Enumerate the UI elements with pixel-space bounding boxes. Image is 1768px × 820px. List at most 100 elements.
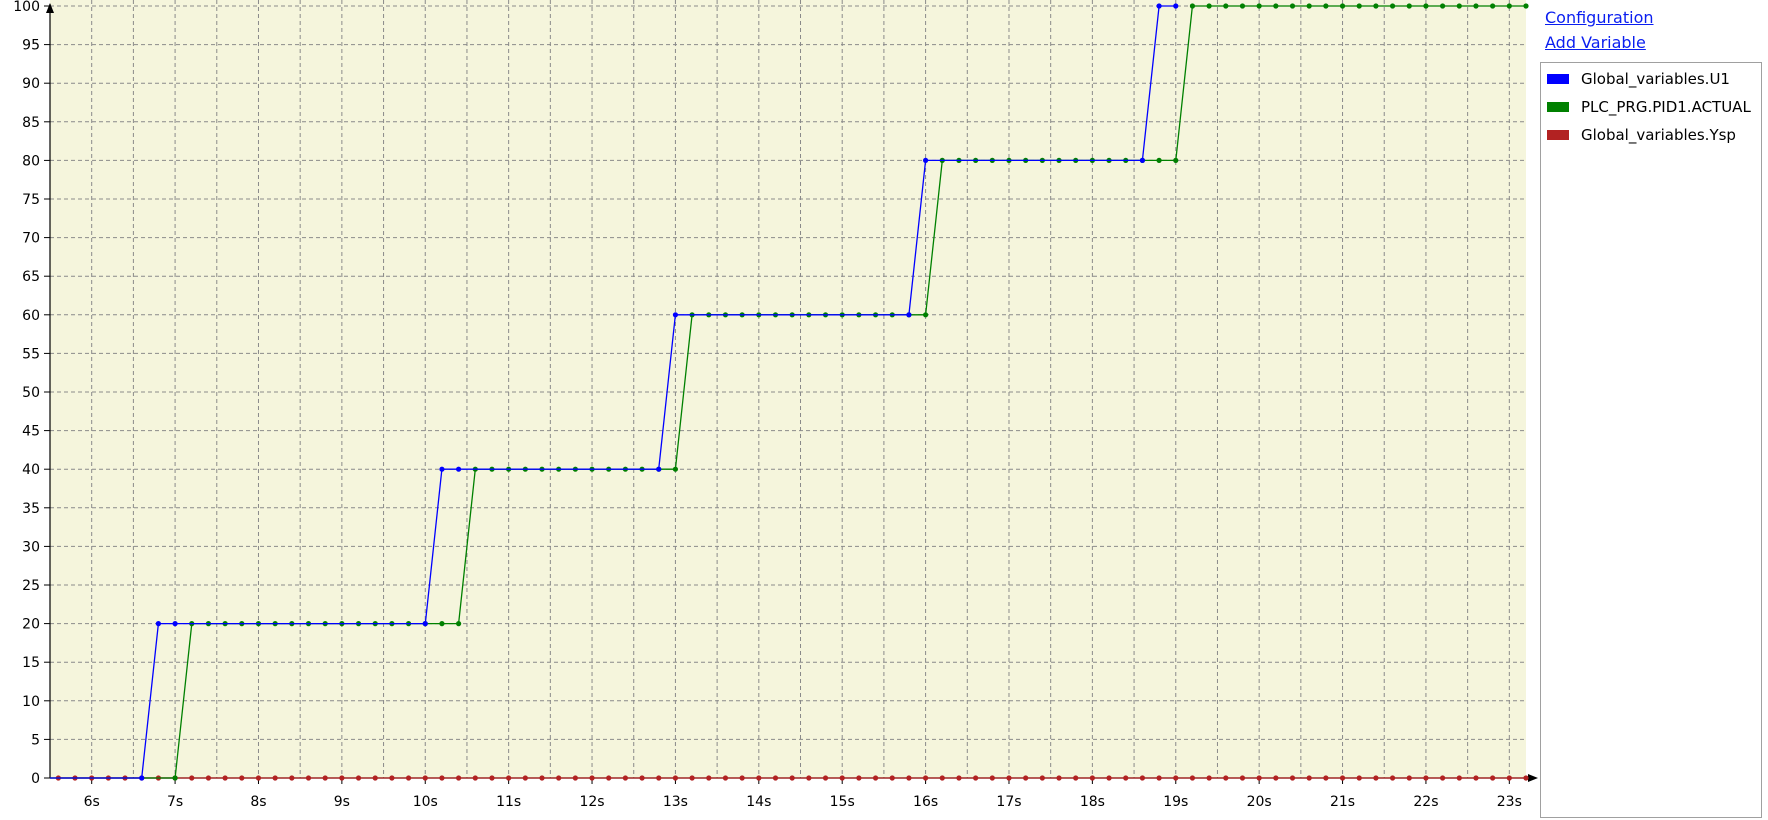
series-point-2 [489,775,495,781]
legend: Global_variables.U1 PLC_PRG.PID1.ACTUAL … [1540,62,1762,818]
series-point-2 [1206,775,1212,781]
legend-swatch-ysp [1547,130,1569,140]
series-point-1 [1206,3,1212,9]
series-point-2 [1373,775,1379,781]
series-point-2 [639,775,645,781]
y-tick-label: 45 [22,424,40,440]
series-point-0 [1139,157,1146,163]
series-point-2 [1423,775,1429,781]
x-tick-label: 18s [1080,794,1105,810]
series-point-2 [989,775,995,781]
series-point-2 [822,775,829,781]
series-point-2 [1339,775,1346,781]
x-tick-label: 11s [496,794,521,810]
series-point-2 [255,775,262,781]
series-point-2 [522,775,528,781]
x-tick-label: 14s [746,794,771,810]
series-point-2 [1523,775,1529,781]
series-point-2 [622,775,628,781]
y-tick-label: 5 [31,732,40,748]
series-point-2 [1490,775,1496,781]
y-tick-label: 50 [22,385,40,401]
series-point-2 [1506,775,1512,781]
series-point-2 [589,775,595,781]
x-tick-label: 22s [1413,794,1438,810]
legend-label: Global_variables.U1 [1581,70,1730,88]
series-point-1 [1189,3,1196,9]
add-variable-link[interactable]: Add Variable [1545,33,1646,52]
y-tick-label: 55 [22,346,40,362]
series-point-2 [1473,775,1479,781]
series-point-2 [756,775,762,781]
series-point-0 [139,775,145,781]
series-point-0 [1156,3,1162,9]
series-point-2 [739,775,745,781]
y-tick-label: 80 [22,153,40,169]
series-point-1 [1239,3,1246,9]
series-point-1 [1256,3,1262,9]
series-point-2 [806,775,812,781]
series-point-1 [1156,157,1162,163]
series-point-2 [272,775,278,781]
plot-area[interactable]: 0 5 10 15 20 25 30 35 40 45 50 55 60 65 70 75 80 85 90 95 10… [0,0,1540,820]
series-point-2 [789,775,795,781]
trace-chart[interactable]: 0 5 10 15 20 25 30 35 40 45 50 55 60 65 70 75 80 85 90 95 10… [0,0,1540,820]
series-point-2 [189,775,195,781]
y-tick-label: 60 [22,308,40,324]
legend-item-ysp[interactable]: Global_variables.Ysp [1547,124,1736,146]
series-point-2 [289,775,295,781]
x-tick-label: 16s [913,794,938,810]
x-tick-label: 20s [1247,794,1272,810]
x-tick-label: 23s [1497,794,1522,810]
series-point-2 [1173,775,1179,781]
series-point-2 [1156,775,1162,781]
series-point-2 [689,775,695,781]
y-tick-label: 35 [22,501,40,517]
x-tick-label: 8s [250,794,266,810]
series-point-2 [1406,775,1412,781]
series-point-2 [922,775,929,781]
x-tick-label: 21s [1330,794,1355,810]
series-point-2 [956,775,962,781]
series-point-2 [1239,775,1246,781]
series-point-2 [1356,775,1362,781]
y-tick-label: 75 [22,192,40,208]
series-point-2 [439,775,445,781]
series-point-2 [1306,775,1312,781]
x-tick-label: 12s [579,794,604,810]
series-point-2 [1323,775,1329,781]
series-point-2 [856,775,862,781]
x-tick-label: 7s [167,794,183,810]
series-point-2 [205,775,212,781]
x-tick-label: 10s [413,794,438,810]
series-point-2 [1073,775,1079,781]
x-tick-label: 9s [334,794,350,810]
series-point-0 [656,466,662,472]
plot-background [50,0,1526,778]
legend-swatch-pid1-actual [1547,102,1569,112]
y-tick-label: 100 [13,0,40,15]
configuration-link[interactable]: Configuration [1545,8,1654,27]
series-point-1 [1373,3,1379,9]
series-point-0 [1173,3,1179,9]
y-tick-label: 40 [22,462,40,478]
series-point-1 [1473,3,1479,9]
series-point-2 [656,775,662,781]
legend-item-u1[interactable]: Global_variables.U1 [1547,68,1730,90]
legend-item-pid1-actual[interactable]: PLC_PRG.PID1.ACTUAL [1547,96,1751,118]
series-point-2 [506,775,512,781]
series-point-1 [1440,3,1446,9]
series-point-2 [1289,775,1296,781]
y-tick-label: 20 [22,617,40,633]
series-point-0 [422,621,428,627]
x-tick-label: 15s [830,794,855,810]
series-point-1 [1306,3,1312,9]
series-point-0 [172,621,178,627]
y-tick-label: 30 [22,539,40,555]
series-point-0 [922,157,929,163]
series-point-2 [1056,775,1062,781]
series-point-2 [706,775,712,781]
series-point-2 [606,775,612,781]
series-point-2 [372,775,378,781]
